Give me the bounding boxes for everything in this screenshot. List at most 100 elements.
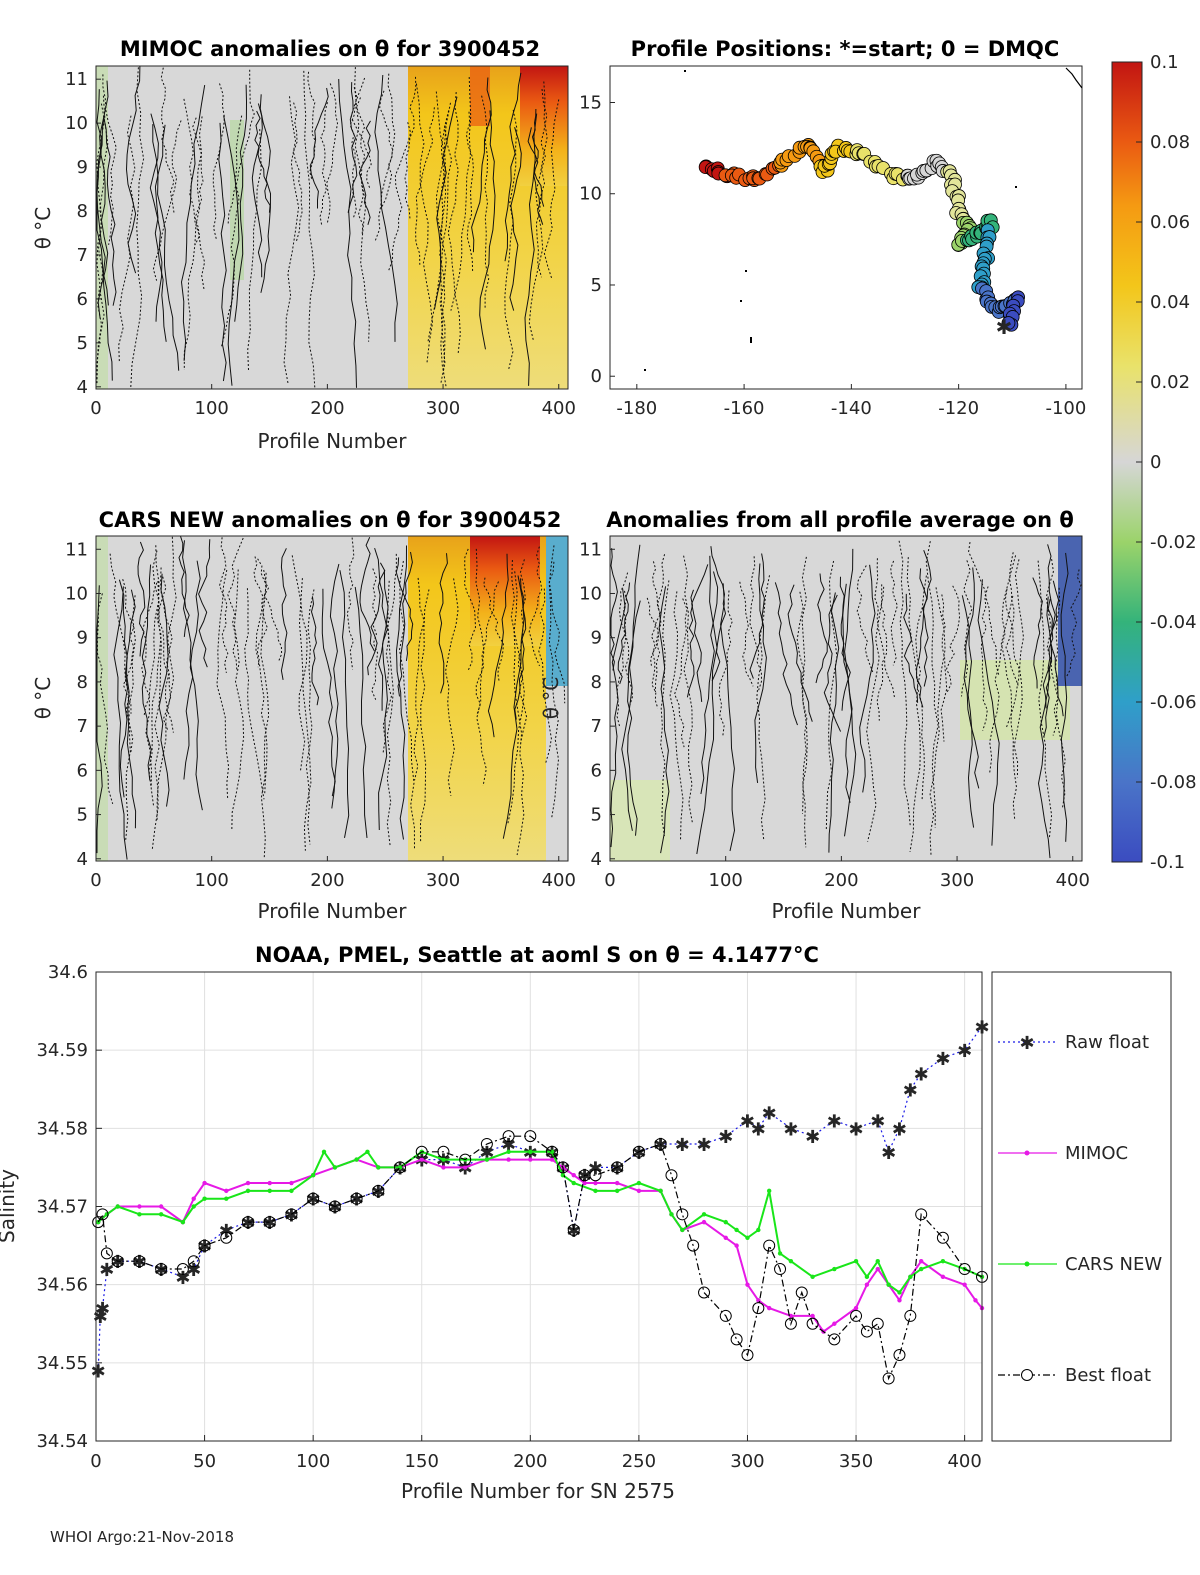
best-float-point <box>524 1130 537 1143</box>
anomaly-contour-line <box>218 122 227 382</box>
legend-label: Best float <box>1065 1365 1151 1386</box>
anomaly-contour-line <box>113 586 128 860</box>
mimoc-point <box>745 1282 750 1287</box>
legend: ✱ Raw float MIMOC CARS NEW Best float <box>998 1032 1162 1386</box>
raw-float-point: ✱ <box>740 1112 755 1133</box>
mimoc-point <box>723 1235 728 1240</box>
mimoc-point <box>766 1305 772 1311</box>
mimoc-ytick-label: 9 <box>77 157 88 178</box>
anomaly-contour-line <box>374 547 388 711</box>
anomaly-contour-line <box>839 576 851 711</box>
best-float-point <box>860 1325 873 1338</box>
anomaly-contour-line <box>650 561 662 667</box>
anomaly-contour-line <box>1000 595 1018 820</box>
best-float-point <box>698 1286 711 1299</box>
anomaly-contour-line <box>774 582 798 726</box>
anomaly-contour-line <box>483 577 504 681</box>
mimoc-point <box>582 1180 587 1186</box>
cars-new-point <box>310 1173 316 1178</box>
best-float-point <box>882 1372 895 1385</box>
cars-new-point <box>180 1219 186 1225</box>
anomaly-contour-line <box>346 537 355 670</box>
allavg-xlabel: Profile Number <box>772 899 922 923</box>
allavg-xtick-label: 0 <box>604 870 615 891</box>
anomaly-contour-line <box>388 122 412 272</box>
mimoc-xtick-label: 0 <box>90 398 101 419</box>
cars-new-point <box>745 1235 750 1240</box>
anomaly-contour-line <box>1049 580 1064 717</box>
best-float-point <box>719 1309 732 1322</box>
cars-new-point <box>202 1196 207 1201</box>
legend-label: CARS NEW <box>1065 1254 1162 1275</box>
legend-marker-cars-new <box>1024 1261 1030 1267</box>
anomaly-contour-line <box>374 73 396 242</box>
cars-new-point <box>810 1274 815 1280</box>
cars-new-point <box>115 1204 120 1209</box>
anomaly-contour-line <box>283 96 300 385</box>
best-float-point <box>806 1317 819 1330</box>
best-float-point <box>187 1255 200 1268</box>
salinity-ytick-label: 34.59 <box>36 1040 88 1061</box>
anomaly-contour-line <box>247 129 262 371</box>
raw-float-point: ✱ <box>870 1112 885 1133</box>
anomaly-contour-line <box>922 550 932 687</box>
best-float-point <box>100 1247 113 1260</box>
anomaly-contour-line <box>691 564 709 702</box>
mimoc-contours <box>96 65 560 388</box>
raw-float-point: ✱ <box>95 1299 110 1320</box>
anomaly-contour-line <box>178 536 190 637</box>
mimoc-point <box>506 1157 511 1162</box>
anomaly-contour-line <box>528 546 543 667</box>
mimoc-point <box>528 1157 533 1162</box>
best-float-point <box>263 1216 276 1229</box>
best-float-point <box>687 1239 700 1252</box>
anomaly-contour-line <box>1037 560 1053 839</box>
best-float-point <box>741 1349 754 1362</box>
anomaly-contour-line <box>96 593 114 805</box>
cars-ytick-label: 9 <box>77 628 88 649</box>
mimoc-point <box>701 1219 707 1225</box>
best-float-point <box>611 1161 624 1174</box>
best-float-point <box>850 1309 863 1322</box>
best-float-point <box>958 1263 971 1276</box>
profile-position-marker <box>1001 316 1016 330</box>
positions-axes-box <box>609 65 1083 390</box>
salinity-xlabel: Profile Number for SN 2575 <box>401 1479 675 1503</box>
anomaly-contour-line <box>329 563 340 809</box>
anomaly-contour-line <box>96 103 109 385</box>
anomaly-contour-line <box>925 541 939 828</box>
anomaly-contour-line <box>610 548 618 671</box>
anomaly-contour-line <box>347 82 358 213</box>
anomaly-contour-line <box>616 590 627 727</box>
anomaly-contour-line <box>1013 559 1025 778</box>
anomaly-contour-line <box>463 548 477 672</box>
mimoc-point <box>267 1180 272 1186</box>
best-float-point <box>752 1302 765 1315</box>
anomaly-contour-line <box>349 87 358 220</box>
legend-marker-mimoc <box>1024 1150 1030 1156</box>
colorbar-tick-label: -0.1 <box>1150 852 1185 873</box>
cars-xlabel: Profile Number <box>258 899 408 923</box>
anomaly-contour-line <box>866 584 883 842</box>
raw-float-point: ✱ <box>219 1221 234 1242</box>
cars-new-point <box>908 1274 913 1280</box>
anomaly-contour-line <box>859 564 876 793</box>
cars-new-point <box>245 1188 251 1194</box>
anomaly-contour-line <box>339 570 350 838</box>
salinity-ytick-label: 34.56 <box>36 1275 88 1296</box>
anomaly-contour-line <box>321 588 336 797</box>
cars-xtick-label: 100 <box>195 870 229 891</box>
raw-float-point: ✱ <box>914 1065 929 1086</box>
anomaly-contour-line <box>251 103 263 278</box>
best-float-point <box>784 1317 797 1330</box>
mimoc-point <box>962 1282 967 1287</box>
anomaly-contour-line <box>968 542 1000 676</box>
allavg-ytick-label: 5 <box>591 805 602 826</box>
anomaly-contour-line <box>386 580 394 846</box>
raw-float-point: ✱ <box>892 1119 907 1140</box>
colorbar-tick-label: 0.02 <box>1150 372 1190 393</box>
anomaly-contour-line <box>141 582 158 716</box>
cars-new-point <box>376 1165 381 1170</box>
salinity-xtick-label: 350 <box>839 1451 873 1472</box>
best-float-point <box>632 1145 645 1158</box>
